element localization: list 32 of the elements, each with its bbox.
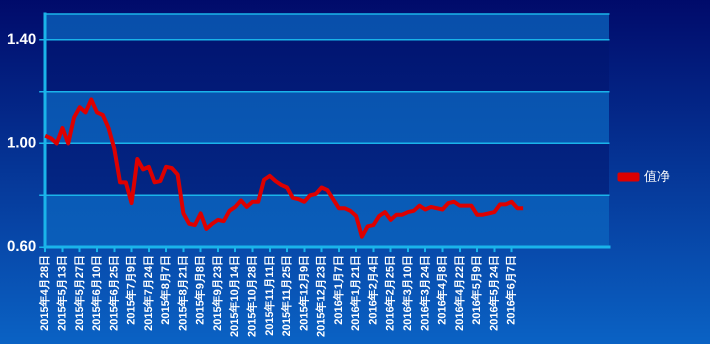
- x-tick-label: 2016年5月9日: [470, 255, 484, 325]
- y-tick-label: 0.60: [6, 238, 36, 256]
- x-tick-label: 2015年4月28日: [38, 255, 52, 331]
- x-tick-label: 2016年5月24日: [487, 255, 500, 331]
- x-tick-label: 2015年7月9日: [124, 255, 138, 325]
- y-tick-label: 1.00: [6, 134, 36, 152]
- x-tick-label: 2015年5月27日: [72, 255, 86, 331]
- x-tick-label: 2016年2月4日: [366, 255, 380, 325]
- x-tick-label: 2016年2月25日: [384, 255, 397, 331]
- legend-label: 值净: [644, 169, 670, 184]
- x-tick-label: 2015年8月21日: [176, 255, 190, 331]
- x-tick-label: 2015年11月11日: [262, 255, 276, 336]
- x-tick-label: 2016年3月24日: [418, 255, 432, 331]
- x-tick-label: 2016年6月7日: [504, 255, 518, 325]
- x-tick-label: 2015年10月14日: [228, 255, 242, 338]
- x-tick-label: 2015年9月8日: [194, 255, 207, 325]
- y-tick-label: 1.40: [6, 31, 36, 48]
- x-tick-label: 2015年5月13日: [56, 255, 68, 331]
- x-tick-label: 2015年6月10日: [90, 255, 104, 331]
- x-tick-label: 2015年9月23日: [210, 255, 224, 331]
- x-tick-label: 2015年7月24日: [142, 255, 155, 331]
- x-tick-label: 2016年4月8日: [436, 255, 449, 325]
- x-tick-label: 2016年3月10日: [400, 255, 414, 331]
- x-tick-label: 2015年11月25日: [280, 255, 294, 336]
- x-tick-label: 2016年1月21日: [349, 255, 362, 331]
- x-tick-label: 2016年4月22日: [452, 255, 466, 331]
- x-tick-label: 2016年1月7日: [332, 255, 345, 325]
- x-tick-label: 2015年10月28日: [246, 255, 259, 338]
- x-tick-label: 2015年12月23日: [314, 255, 328, 338]
- x-tick-label: 2015年12月9日: [297, 255, 310, 331]
- x-tick-label: 2015年6月25日: [107, 255, 120, 331]
- x-tick-label: 2015年8月7日: [159, 255, 172, 325]
